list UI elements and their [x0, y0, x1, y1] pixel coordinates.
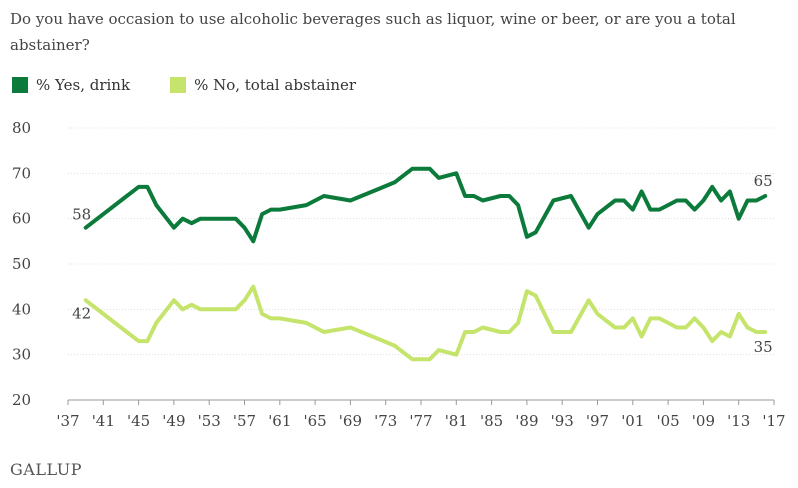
x-tick-label-2005: '05 — [656, 412, 679, 430]
series-line-0 — [83, 166, 768, 244]
data-label-3: 35 — [754, 338, 773, 356]
x-tick-label-2013: '13 — [727, 412, 750, 430]
y-tick-label-30: 30 — [12, 346, 31, 364]
x-tick-label-1941: '41 — [92, 412, 115, 430]
chart-title: Do you have occasion to use alcoholic be… — [10, 10, 736, 54]
x-tick-label-1977: '77 — [409, 412, 432, 430]
line-chart: 20 30 40 50 60 70 80 '37 '41 '45 '49 '53 '57 '61 '65 '6… — [12, 119, 786, 430]
x-tick-label-1969: '69 — [339, 412, 362, 430]
data-label-1: 42 — [72, 304, 91, 322]
legend-label-yes: % Yes, drink — [36, 76, 131, 94]
y-tick-label-80: 80 — [12, 119, 31, 137]
y-tick-label-20: 20 — [12, 391, 31, 409]
x-tick-label-1973: '73 — [374, 412, 397, 430]
series-line-1 — [83, 284, 768, 362]
legend-label-no: % No, total abstainer — [194, 76, 357, 94]
legend-swatch-no — [170, 77, 187, 93]
x-tick-label-1965: '65 — [303, 412, 326, 430]
y-tick-label-50: 50 — [12, 255, 31, 273]
y-tick-label-40: 40 — [12, 300, 31, 318]
y-tick-label-60: 60 — [12, 210, 31, 228]
data-label-0: 58 — [72, 206, 91, 224]
x-tick-label-1985: '85 — [480, 412, 503, 430]
data-label-2: 65 — [754, 172, 773, 190]
x-tick-label-1981: '81 — [445, 412, 468, 430]
y-tick-label-70: 70 — [12, 164, 31, 182]
x-tick-label-1949: '49 — [162, 412, 185, 430]
chart-legend: % Yes, drink % No, total abstainer — [12, 76, 356, 94]
x-tick-label-1937: '37 — [56, 412, 79, 430]
x-tick-label-1945: '45 — [127, 412, 150, 430]
x-tick-label-2017: '17 — [762, 412, 785, 430]
x-tick-label-1989: '89 — [515, 412, 538, 430]
x-tick-label-1957: '57 — [233, 412, 256, 430]
gallup-logo: GALLUP — [10, 460, 82, 479]
legend-item-yes: % Yes, drink — [12, 76, 130, 94]
x-tick-label-2009: '09 — [692, 412, 715, 430]
x-tick-label-1997: '97 — [586, 412, 609, 430]
legend-swatch-yes — [12, 77, 28, 93]
x-tick-label-1961: '61 — [268, 412, 291, 430]
legend-item-no: % No, total abstainer — [170, 76, 356, 94]
x-tick-label-2001: '01 — [621, 412, 644, 430]
x-tick-label-1993: '93 — [551, 412, 574, 430]
x-tick-label-1953: '53 — [198, 412, 221, 430]
